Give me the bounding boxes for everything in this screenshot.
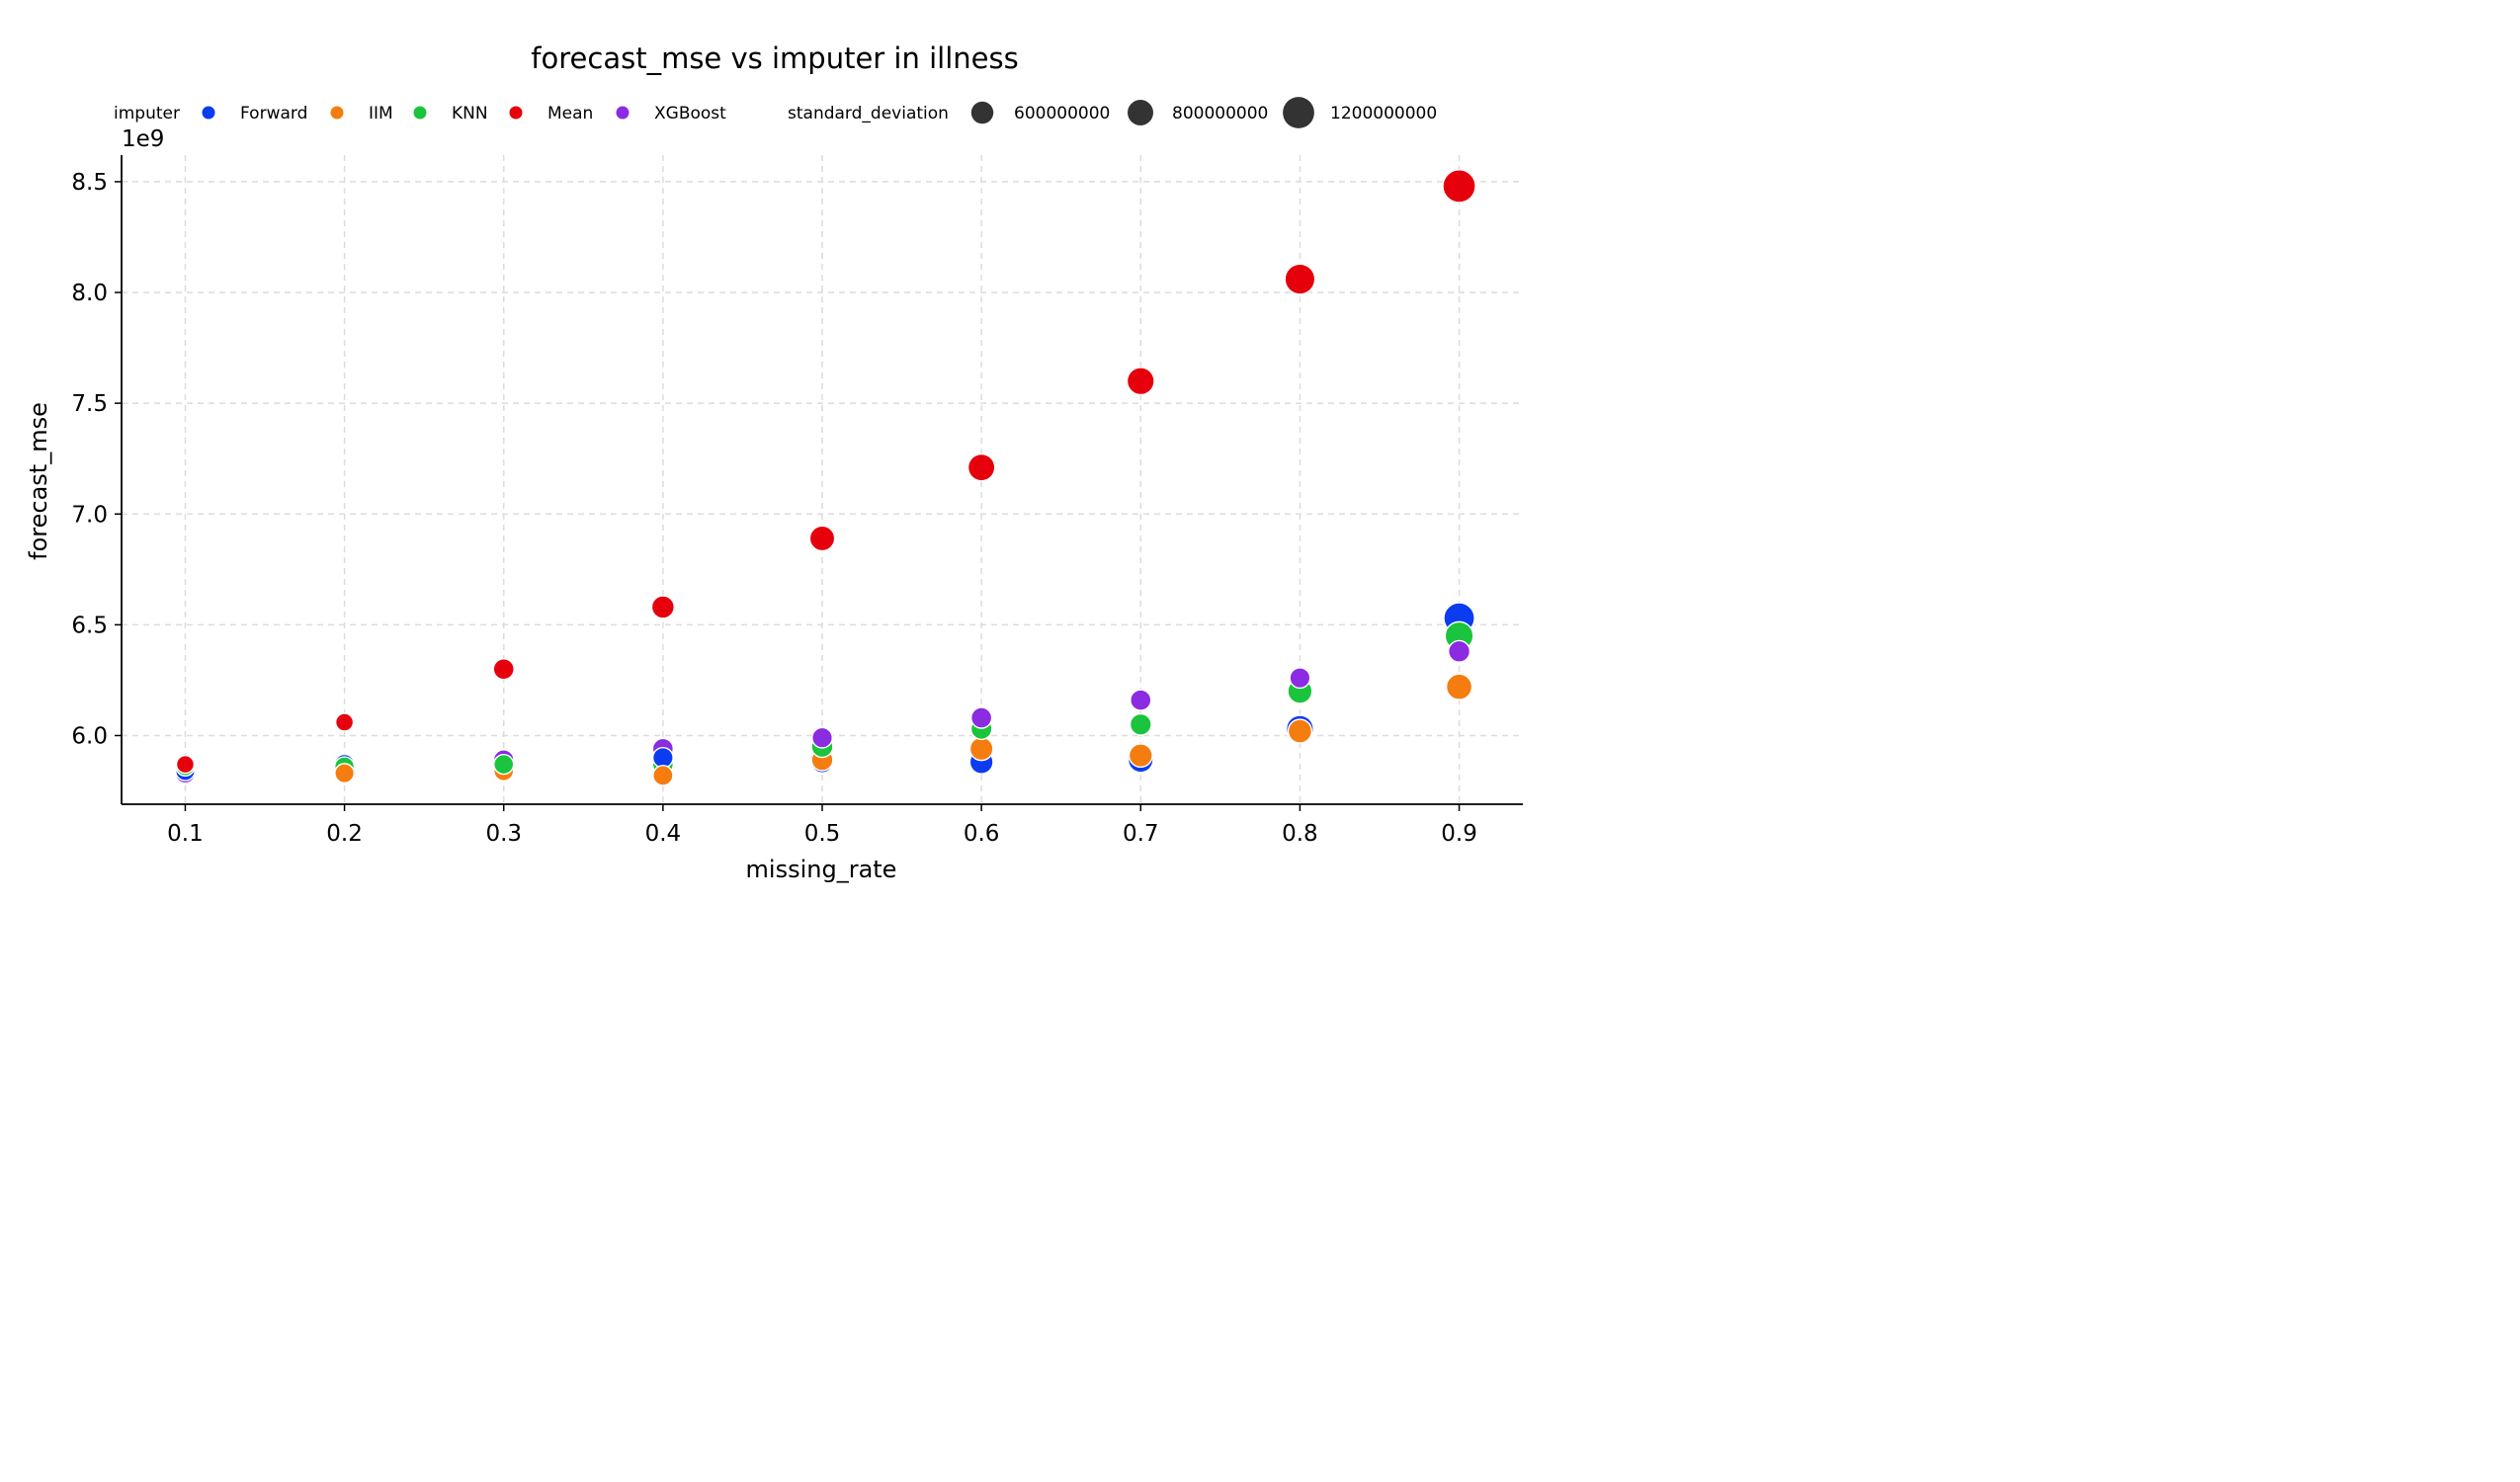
x-tick-label: 0.3 bbox=[485, 821, 522, 847]
y-axis-label: forecast_mse bbox=[25, 402, 52, 560]
point-iim bbox=[1445, 673, 1473, 700]
legend: imputer standard_deviation Forward IIM KNN… bbox=[114, 97, 1437, 128]
legend-hue-title: imputer bbox=[114, 104, 180, 124]
point-mean bbox=[808, 525, 836, 552]
point-iim bbox=[1128, 743, 1153, 769]
axes: 0.1 0.2 0.3 0.4 0.5 0.6 0.7 0.8 0.9 6.0 6.5 7.0 7.5 8… bbox=[71, 155, 1523, 847]
point-mean bbox=[492, 658, 515, 681]
y-tick-label: 7.0 bbox=[71, 502, 108, 528]
x-tick-label: 0.8 bbox=[1282, 821, 1318, 847]
legend-size-label: 600000000 bbox=[1014, 104, 1110, 124]
point-mean bbox=[966, 453, 996, 482]
legend-label-mean: Mean bbox=[547, 104, 593, 124]
y-tick-label: 6.5 bbox=[71, 613, 108, 638]
legend-size-marker bbox=[1283, 97, 1314, 128]
legend-marker-knn bbox=[413, 106, 427, 120]
legend-marker-iim bbox=[330, 106, 344, 120]
legend-label-xgboost: XGBoost bbox=[654, 104, 726, 124]
point-xgboost bbox=[1289, 667, 1311, 690]
y-tick-label: 8.0 bbox=[71, 281, 108, 306]
point-iim bbox=[968, 736, 994, 762]
legend-label-iim: IIM bbox=[369, 104, 393, 124]
legend-size-title: standard_deviation bbox=[788, 104, 949, 124]
x-tick-label: 0.5 bbox=[804, 821, 841, 847]
legend-marker-forward bbox=[202, 106, 215, 120]
scatter-chart: forecast_mse vs imputer in illness imput… bbox=[25, 41, 1523, 883]
legend-size-label: 1200000000 bbox=[1330, 104, 1437, 124]
legend-label-knn: KNN bbox=[452, 104, 488, 124]
point-mean bbox=[175, 754, 196, 775]
point-mean bbox=[1284, 263, 1316, 295]
point-iim bbox=[1287, 718, 1313, 744]
grid bbox=[122, 155, 1523, 804]
legend-size-marker bbox=[1128, 100, 1153, 125]
legend-marker-xgboost bbox=[616, 106, 630, 120]
x-axis-label: missing_rate bbox=[746, 856, 897, 883]
point-xgboost bbox=[811, 726, 833, 749]
point-iim bbox=[652, 765, 674, 786]
y-tick-label: 7.5 bbox=[71, 391, 108, 417]
x-tick-label: 0.7 bbox=[1123, 821, 1159, 847]
x-tick-label: 0.6 bbox=[964, 821, 1000, 847]
x-tick-label: 0.4 bbox=[645, 821, 682, 847]
point-mean bbox=[1442, 169, 1476, 204]
legend-size-label: 800000000 bbox=[1172, 104, 1268, 124]
y-tick-label: 8.5 bbox=[71, 170, 108, 196]
x-tick-label: 0.9 bbox=[1441, 821, 1477, 847]
y-tick-label: 6.0 bbox=[71, 723, 108, 749]
point-iim bbox=[334, 763, 356, 784]
point-mean bbox=[334, 712, 355, 732]
point-xgboost bbox=[969, 706, 993, 729]
x-tick-label: 0.1 bbox=[167, 821, 204, 847]
legend-size-marker bbox=[970, 101, 994, 124]
y-offset-label: 1e9 bbox=[122, 126, 164, 152]
point-knn bbox=[1129, 712, 1152, 736]
point-mean bbox=[1126, 367, 1155, 396]
legend-marker-mean bbox=[509, 106, 523, 120]
chart-title: forecast_mse vs imputer in illness bbox=[531, 41, 1018, 75]
point-forward bbox=[651, 746, 674, 769]
point-mean bbox=[650, 595, 675, 619]
data-points bbox=[174, 169, 1476, 786]
point-xgboost bbox=[1447, 639, 1471, 663]
legend-label-forward: Forward bbox=[240, 104, 307, 124]
point-knn bbox=[493, 753, 515, 776]
point-xgboost bbox=[1130, 689, 1152, 711]
x-tick-label: 0.2 bbox=[326, 821, 363, 847]
